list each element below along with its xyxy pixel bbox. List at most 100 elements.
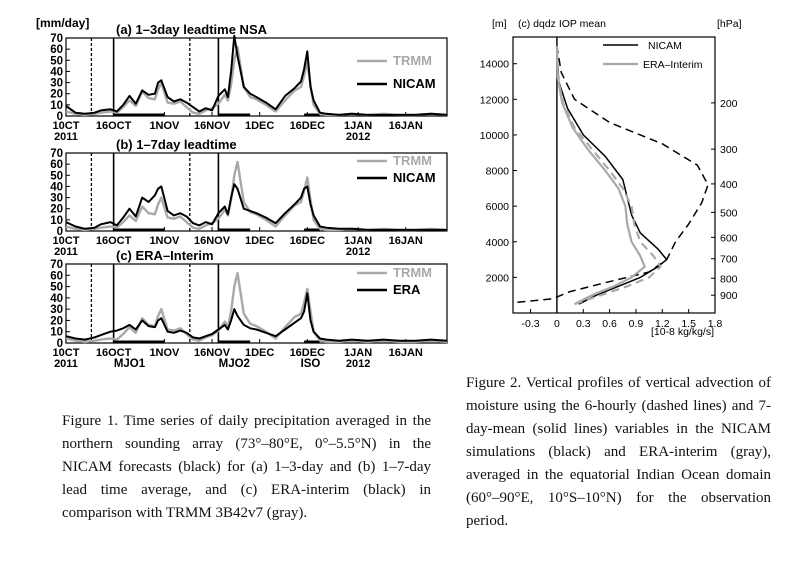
panel-c-x-tick-label: 1JAN	[344, 347, 372, 359]
profile-x-tick-label: 0.3	[576, 318, 591, 330]
panel-a-legend-label-model: NICAM	[393, 76, 436, 91]
profile-pressure-unit: [hPa]	[717, 18, 742, 30]
panel-b-y-tick-label: 20	[50, 204, 63, 216]
panel-c-x-tick-label: 16NOV	[194, 347, 231, 359]
panel-a-series-trmm	[65, 45, 448, 117]
profile-x-tick-label: 1.5	[681, 318, 696, 330]
figure1-y-unit: [mm/day]	[36, 16, 89, 30]
panel-c-y-tick-label: 20	[50, 315, 63, 327]
profile-legend-label-era: ERA–Interim	[643, 59, 703, 71]
panel-a-x-tick-label: 1NOV	[149, 120, 180, 132]
panel-c-title: (c) ERA–Interim	[116, 248, 214, 263]
panel-c-legend-label-model: ERA	[393, 282, 421, 297]
event-label: MJO2	[219, 358, 250, 370]
panel-a-x-year-label: 2011	[54, 131, 78, 143]
panel-b-frame	[65, 152, 448, 232]
profile-y-tick-label: 14000	[480, 59, 509, 71]
panel-a-y-tick-label: 70	[50, 33, 63, 45]
profile-x-tick-label: -0.3	[522, 318, 540, 330]
panel-a-x-tick-label: 1DEC	[245, 120, 274, 132]
panel-a-legend-label-obs: TRMM	[393, 53, 432, 68]
event-label: ISO	[301, 358, 321, 370]
profile-y-tick-label: 8000	[486, 166, 510, 178]
panel-a-x-tick-label: 16DEC	[290, 120, 326, 132]
panel-c-frame	[65, 263, 448, 344]
panel-c-y-tick-label: 0	[57, 338, 63, 350]
panel-a-x-year-label: 2012	[346, 131, 370, 143]
profile-series-nicam-solid	[556, 45, 668, 305]
panel-a-title: (a) 1–3day leadtime NSA	[116, 22, 268, 37]
profile-series-era-solid	[555, 45, 646, 306]
panel-a-series-nicam	[65, 34, 448, 116]
panel-a-x-tick-label: 16NOV	[194, 120, 231, 132]
panel-b-legend-label-model: NICAM	[393, 170, 436, 185]
panel-b-series-trmm	[65, 160, 448, 232]
panel-a-y-tick-label: 30	[50, 78, 63, 90]
panel-b-x-tick-label: 16NOV	[194, 235, 231, 247]
panel-b-y-tick-label: 10	[50, 215, 63, 227]
panel-c-x-tick-label: 1DEC	[245, 347, 274, 359]
profile-y-tick-label: 10000	[480, 130, 509, 142]
panel-b-y-tick-label: 60	[50, 159, 63, 171]
panel-a-y-tick-label: 0	[57, 111, 63, 123]
panel-b-x-tick-label: 1NOV	[149, 235, 180, 247]
panel-c-x-year-label: 2012	[346, 358, 370, 370]
panel-a-y-tick-label: 50	[50, 55, 63, 67]
figure1-caption: Figure 1. Time series of daily precipita…	[62, 413, 431, 521]
panel-c-x-year-label: 2011	[54, 358, 78, 370]
panel-a-y-tick-label: 20	[50, 89, 63, 101]
panel-b-x-tick-label: 1JAN	[344, 235, 372, 247]
profile-legend-label-nicam: NICAM	[648, 40, 682, 52]
panel-b-x-tick-label: 16DEC	[290, 235, 326, 247]
profile-frame	[512, 36, 716, 314]
profile-x-tick-label: 0.9	[629, 318, 644, 330]
panel-b-x-tick-label: 10CT	[53, 235, 80, 247]
panel-b-x-year-label: 2011	[54, 246, 78, 258]
profile-pressure-tick-label: 400	[720, 179, 738, 191]
panel-a-x-tick-label: 16JAN	[389, 120, 423, 132]
panel-c-y-tick-label: 60	[50, 270, 63, 282]
panel-a-x-tick-label: 1JAN	[344, 120, 372, 132]
profile-pressure-tick-label: 500	[720, 207, 738, 219]
profile-x-tick-label: 0	[554, 318, 560, 330]
profile-series-era-dashed	[555, 45, 662, 306]
panel-b-y-tick-label: 70	[50, 148, 63, 160]
panel-b-x-tick-label: 1DEC	[245, 235, 274, 247]
panel-c-x-tick-label: 16DEC	[290, 347, 326, 359]
event-label: MJO1	[114, 358, 146, 370]
panel-b-y-tick-label: 30	[50, 193, 63, 205]
panel-b-title: (b) 1–7day leadtime	[116, 137, 237, 152]
panel-c-x-tick-label: 10CT	[53, 347, 80, 359]
profile-x-tick-label: 1.2	[655, 318, 670, 330]
panel-b-y-tick-label: 0	[57, 226, 63, 238]
profile-y-tick-label: 12000	[480, 94, 509, 106]
panel-a-frame	[65, 37, 448, 117]
panel-c-legend-label-obs: TRMM	[393, 265, 432, 280]
panel-b-series-nicam	[65, 183, 447, 231]
panel-c-x-tick-label: 1NOV	[149, 347, 180, 359]
profile-series-nicam-dashed	[517, 45, 709, 304]
profile-title: (c) dqdz IOP mean	[518, 18, 606, 30]
panel-b-y-tick-label: 40	[50, 181, 63, 193]
profile-pressure-tick-label: 900	[720, 290, 738, 302]
panel-a-y-tick-label: 10	[50, 100, 63, 112]
panel-c-y-tick-label: 70	[50, 259, 63, 271]
profile-x-tick-label: 0.6	[602, 318, 617, 330]
panel-a-x-tick-label: 10CT	[53, 120, 80, 132]
figure2-caption: Figure 2. Vertical profiles of vertical …	[466, 375, 771, 529]
panel-b-y-tick-label: 50	[50, 170, 63, 182]
profile-pressure-tick-label: 600	[720, 232, 738, 244]
panel-a-x-tick-label: 16OCT	[96, 120, 132, 132]
panel-c-y-tick-label: 10	[50, 327, 63, 339]
panel-a-y-tick-label: 40	[50, 66, 63, 78]
panel-b-x-tick-label: 16OCT	[96, 235, 132, 247]
profile-x-tick-label: 1.8	[708, 318, 723, 330]
profile-y-tick-label: 2000	[486, 272, 510, 284]
profile-y-tick-label: 4000	[486, 237, 510, 249]
panel-b-legend-label-obs: TRMM	[393, 153, 432, 168]
profile-pressure-tick-label: 300	[720, 144, 738, 156]
panel-b-x-tick-label: 16JAN	[389, 235, 423, 247]
panel-c-x-tick-label: 16OCT	[96, 347, 132, 359]
